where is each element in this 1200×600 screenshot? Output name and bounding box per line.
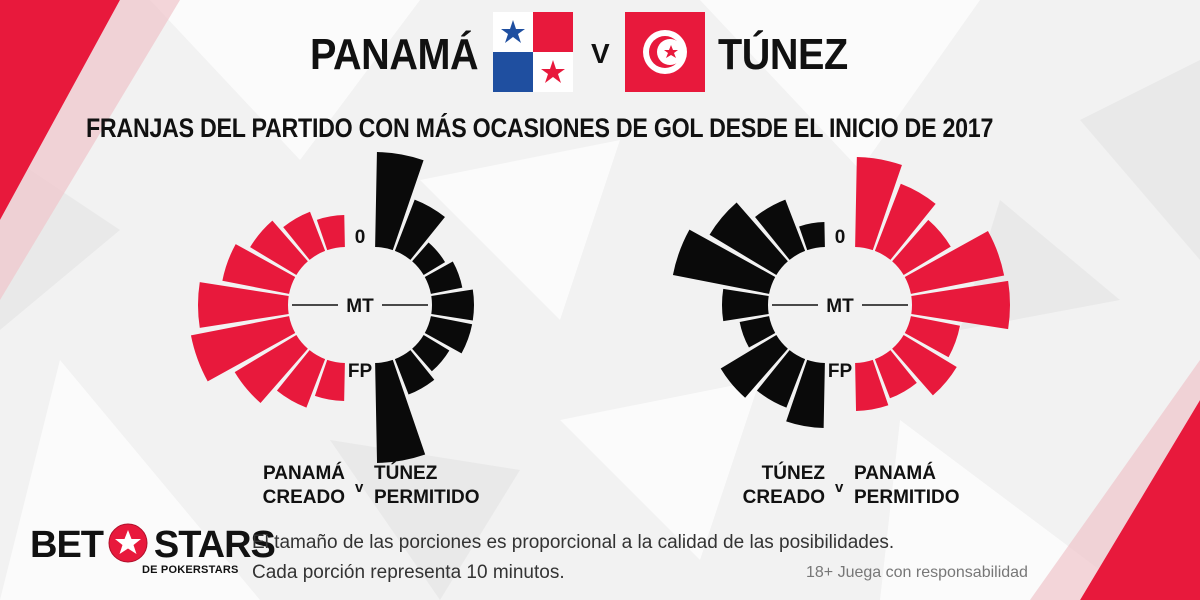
versus-label: V <box>591 38 610 69</box>
chart-2-left-segment-2 <box>755 199 806 260</box>
chart-1-right-segment-1 <box>375 152 424 251</box>
team-left-title: PANAMÁ <box>310 30 479 79</box>
legend-vs: v <box>355 479 364 496</box>
chart-2-label-halftime: MT <box>826 296 854 317</box>
legend-right-line2: PERMITIDO <box>854 487 960 508</box>
chart-1-right-segment-5 <box>431 289 475 321</box>
chart-2-right-segment-7 <box>892 334 957 396</box>
chart-2-right-segment-5 <box>911 280 1010 330</box>
team-right-title: TÚNEZ <box>718 30 848 79</box>
chart-2-right-segment-8 <box>874 350 917 399</box>
radial-chart-1: 0 MT FP <box>190 152 475 463</box>
chart-2-right-segment-2 <box>874 183 936 260</box>
chart-2-left-segment-7 <box>720 334 788 398</box>
chart-1-right-segment-9 <box>375 359 426 463</box>
legend-left-line1: TÚNEZ <box>761 463 825 484</box>
legend-left-line2: CREADO <box>262 487 345 508</box>
chart-2-left-segment-1 <box>799 222 825 251</box>
chart-2-right-segment-1 <box>855 157 902 251</box>
chart-1-label-start: 0 <box>355 227 366 248</box>
chart-1-right-segment-2 <box>394 199 445 260</box>
logo-text-bet: BET <box>30 524 104 566</box>
footnote-line2: Cada porción representa 10 minutos. <box>252 562 565 583</box>
logo-subtext: DE POKERSTARS <box>142 564 239 576</box>
chart-1-left-segment-8 <box>276 350 326 408</box>
radial-chart-2: 0 MT FP <box>672 157 1010 428</box>
tunisia-flag-icon <box>625 12 705 92</box>
chart-2-left-segment-5 <box>721 288 769 322</box>
chart-1-left-segment-9 <box>314 359 345 401</box>
chart-1-left-segment-6 <box>190 316 296 382</box>
logo-text-stars: STARS <box>153 524 276 566</box>
panama-flag-icon <box>493 12 573 92</box>
chart-2-label-start: 0 <box>835 227 846 248</box>
chart-1-right-segment-7 <box>412 334 450 372</box>
legend-right-line2: PERMITIDO <box>374 487 480 508</box>
chart-2-label-fulltime: FP <box>828 361 853 382</box>
legend-vs: v <box>835 479 844 496</box>
chart-1-left-segment-4 <box>222 244 296 294</box>
star-logo-icon <box>108 523 148 563</box>
betstars-logo: BET STARS <box>30 523 276 567</box>
chart-2-left-segment-6 <box>739 316 776 348</box>
chart-1-left-segment-3 <box>250 220 308 276</box>
chart-1-label-halftime: MT <box>346 296 374 317</box>
legend-left-line1: PANAMÁ <box>263 463 345 484</box>
chart-2-right-segment-9 <box>855 359 889 411</box>
chart-1-label-fulltime: FP <box>348 361 373 382</box>
chart-2-right-segment-4 <box>904 231 1005 294</box>
chart-1-left-segment-1 <box>316 215 345 251</box>
chart-2-right-segment-6 <box>904 316 960 358</box>
legend-right-line1: PANAMÁ <box>854 463 936 484</box>
chart-1-right-segment-3 <box>412 242 446 276</box>
responsible-gambling-note: 18+ Juega con responsabilidad <box>806 564 1028 581</box>
chart-1-left-segment-7 <box>234 334 308 403</box>
chart-1-left-segment-2 <box>283 211 326 260</box>
chart-subtitle: FRANJAS DEL PARTIDO CON MÁS OCASIONES DE… <box>86 113 994 143</box>
legend-left-line2: CREADO <box>742 487 825 508</box>
chart-1-left-segment-5 <box>197 282 289 328</box>
footnote-line1: El tamaño de las porciones es proporcion… <box>252 532 895 553</box>
chart-2-left-segment-9 <box>786 359 825 428</box>
chart-2-left-segment-4 <box>672 229 776 294</box>
chart-1-right-segment-8 <box>394 350 435 395</box>
chart-2-right-segment-3 <box>892 219 951 276</box>
chart-1-right-segment-6 <box>424 316 473 354</box>
chart-2-left-segment-8 <box>756 350 806 408</box>
legend-right-line1: TÚNEZ <box>374 463 438 484</box>
chart-2-left-segment-3 <box>709 202 788 276</box>
chart-1-right-segment-4 <box>424 261 463 294</box>
